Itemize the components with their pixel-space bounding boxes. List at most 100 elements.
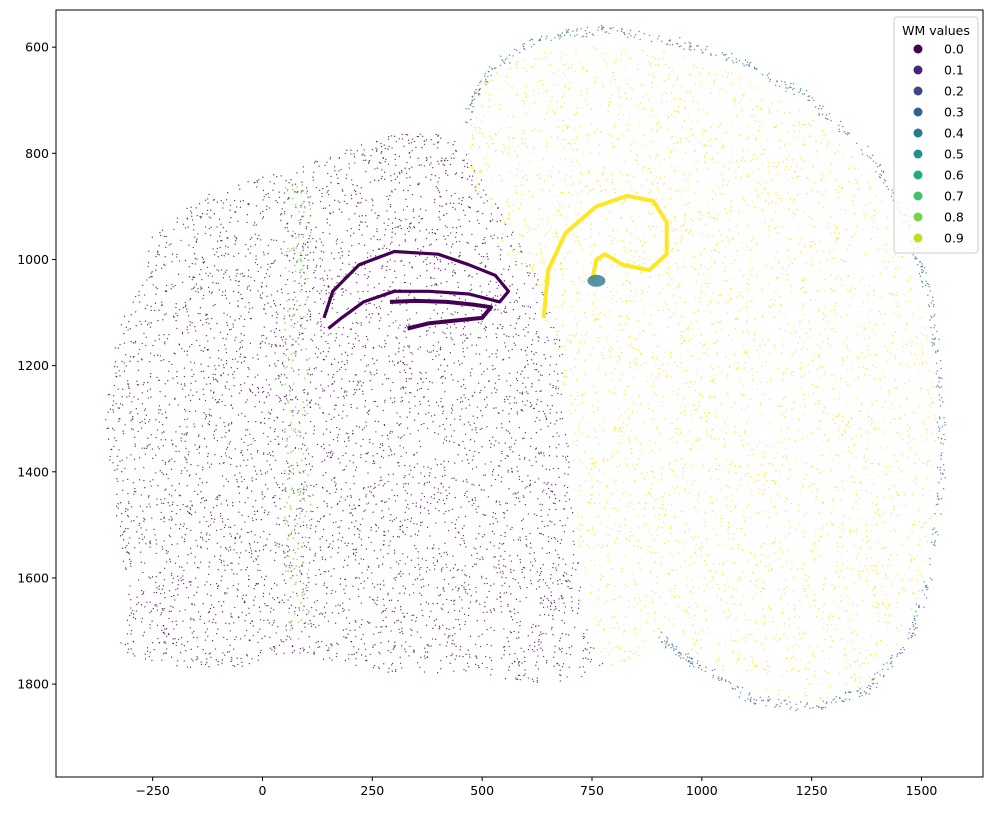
data-point — [241, 597, 244, 600]
data-point — [403, 330, 405, 332]
data-point — [405, 452, 407, 454]
data-point — [187, 226, 190, 228]
data-point — [210, 390, 212, 392]
data-point — [150, 372, 152, 375]
data-point — [364, 345, 366, 347]
data-point — [550, 608, 552, 611]
data-point — [554, 605, 557, 608]
data-point — [328, 413, 330, 415]
data-point — [374, 255, 377, 257]
data-point — [151, 276, 153, 278]
data-point — [494, 556, 496, 558]
data-point — [318, 312, 320, 315]
data-point — [300, 218, 302, 221]
data-point — [183, 434, 185, 436]
data-point — [476, 219, 479, 221]
data-point — [326, 505, 329, 507]
data-point — [249, 389, 252, 391]
data-point — [285, 398, 288, 400]
data-point — [325, 428, 328, 430]
data-point — [504, 550, 506, 553]
data-point — [162, 653, 165, 655]
data-point — [375, 150, 378, 152]
data-point — [315, 367, 317, 369]
data-point — [329, 224, 331, 226]
data-point — [571, 596, 573, 598]
data-point — [440, 196, 442, 198]
data-point — [402, 386, 405, 388]
data-point — [538, 644, 540, 646]
data-point — [475, 353, 477, 355]
data-point — [237, 486, 239, 488]
data-point — [233, 549, 235, 551]
data-point — [367, 290, 369, 293]
data-point — [224, 290, 227, 292]
data-point — [168, 519, 170, 521]
data-point — [490, 645, 492, 647]
data-point — [454, 523, 456, 525]
data-point — [478, 484, 480, 486]
data-point — [373, 363, 375, 365]
data-point — [425, 159, 428, 162]
data-point — [304, 444, 306, 446]
data-point — [226, 381, 228, 383]
data-point — [388, 445, 390, 448]
data-point — [498, 563, 500, 566]
data-point — [601, 662, 604, 665]
data-point — [239, 353, 242, 355]
data-point — [323, 500, 325, 502]
data-point — [391, 191, 393, 193]
data-point — [143, 332, 145, 335]
data-point — [432, 167, 434, 169]
data-point — [285, 487, 287, 489]
data-point — [175, 589, 177, 591]
data-point — [267, 392, 269, 394]
data-point — [414, 566, 416, 569]
data-point — [146, 647, 149, 649]
data-point — [262, 386, 264, 389]
data-point — [533, 650, 535, 652]
data-point — [486, 426, 488, 428]
data-point — [539, 390, 541, 392]
data-point — [415, 238, 417, 240]
data-point — [261, 297, 263, 299]
data-point — [149, 627, 151, 629]
data-point — [408, 142, 410, 144]
data-point — [533, 353, 535, 355]
data-point — [287, 230, 289, 232]
data-point — [514, 344, 517, 346]
data-point — [500, 460, 502, 462]
data-point — [134, 618, 137, 620]
data-point — [433, 497, 435, 499]
data-point — [342, 602, 344, 604]
data-point — [336, 370, 338, 373]
data-point — [221, 394, 223, 396]
data-point — [365, 215, 367, 217]
data-point — [534, 645, 536, 647]
data-point — [144, 658, 147, 660]
data-point — [155, 264, 157, 266]
data-point — [450, 195, 453, 197]
data-point — [323, 389, 326, 392]
data-point — [187, 554, 189, 556]
data-point — [250, 245, 252, 248]
data-point — [409, 156, 412, 158]
data-point — [301, 288, 303, 291]
data-point — [298, 233, 300, 236]
data-point — [427, 466, 429, 468]
data-point — [451, 407, 453, 409]
data-point — [137, 602, 140, 604]
data-point — [317, 356, 319, 358]
data-point — [558, 435, 560, 437]
data-point — [192, 287, 195, 289]
data-point — [571, 587, 573, 589]
data-point — [241, 611, 243, 614]
data-point — [360, 359, 362, 361]
data-point — [265, 355, 267, 357]
data-point — [481, 320, 483, 322]
data-point — [190, 581, 192, 583]
data-point — [161, 659, 163, 661]
data-point — [225, 500, 228, 502]
data-point — [200, 561, 202, 563]
data-point — [216, 379, 218, 381]
